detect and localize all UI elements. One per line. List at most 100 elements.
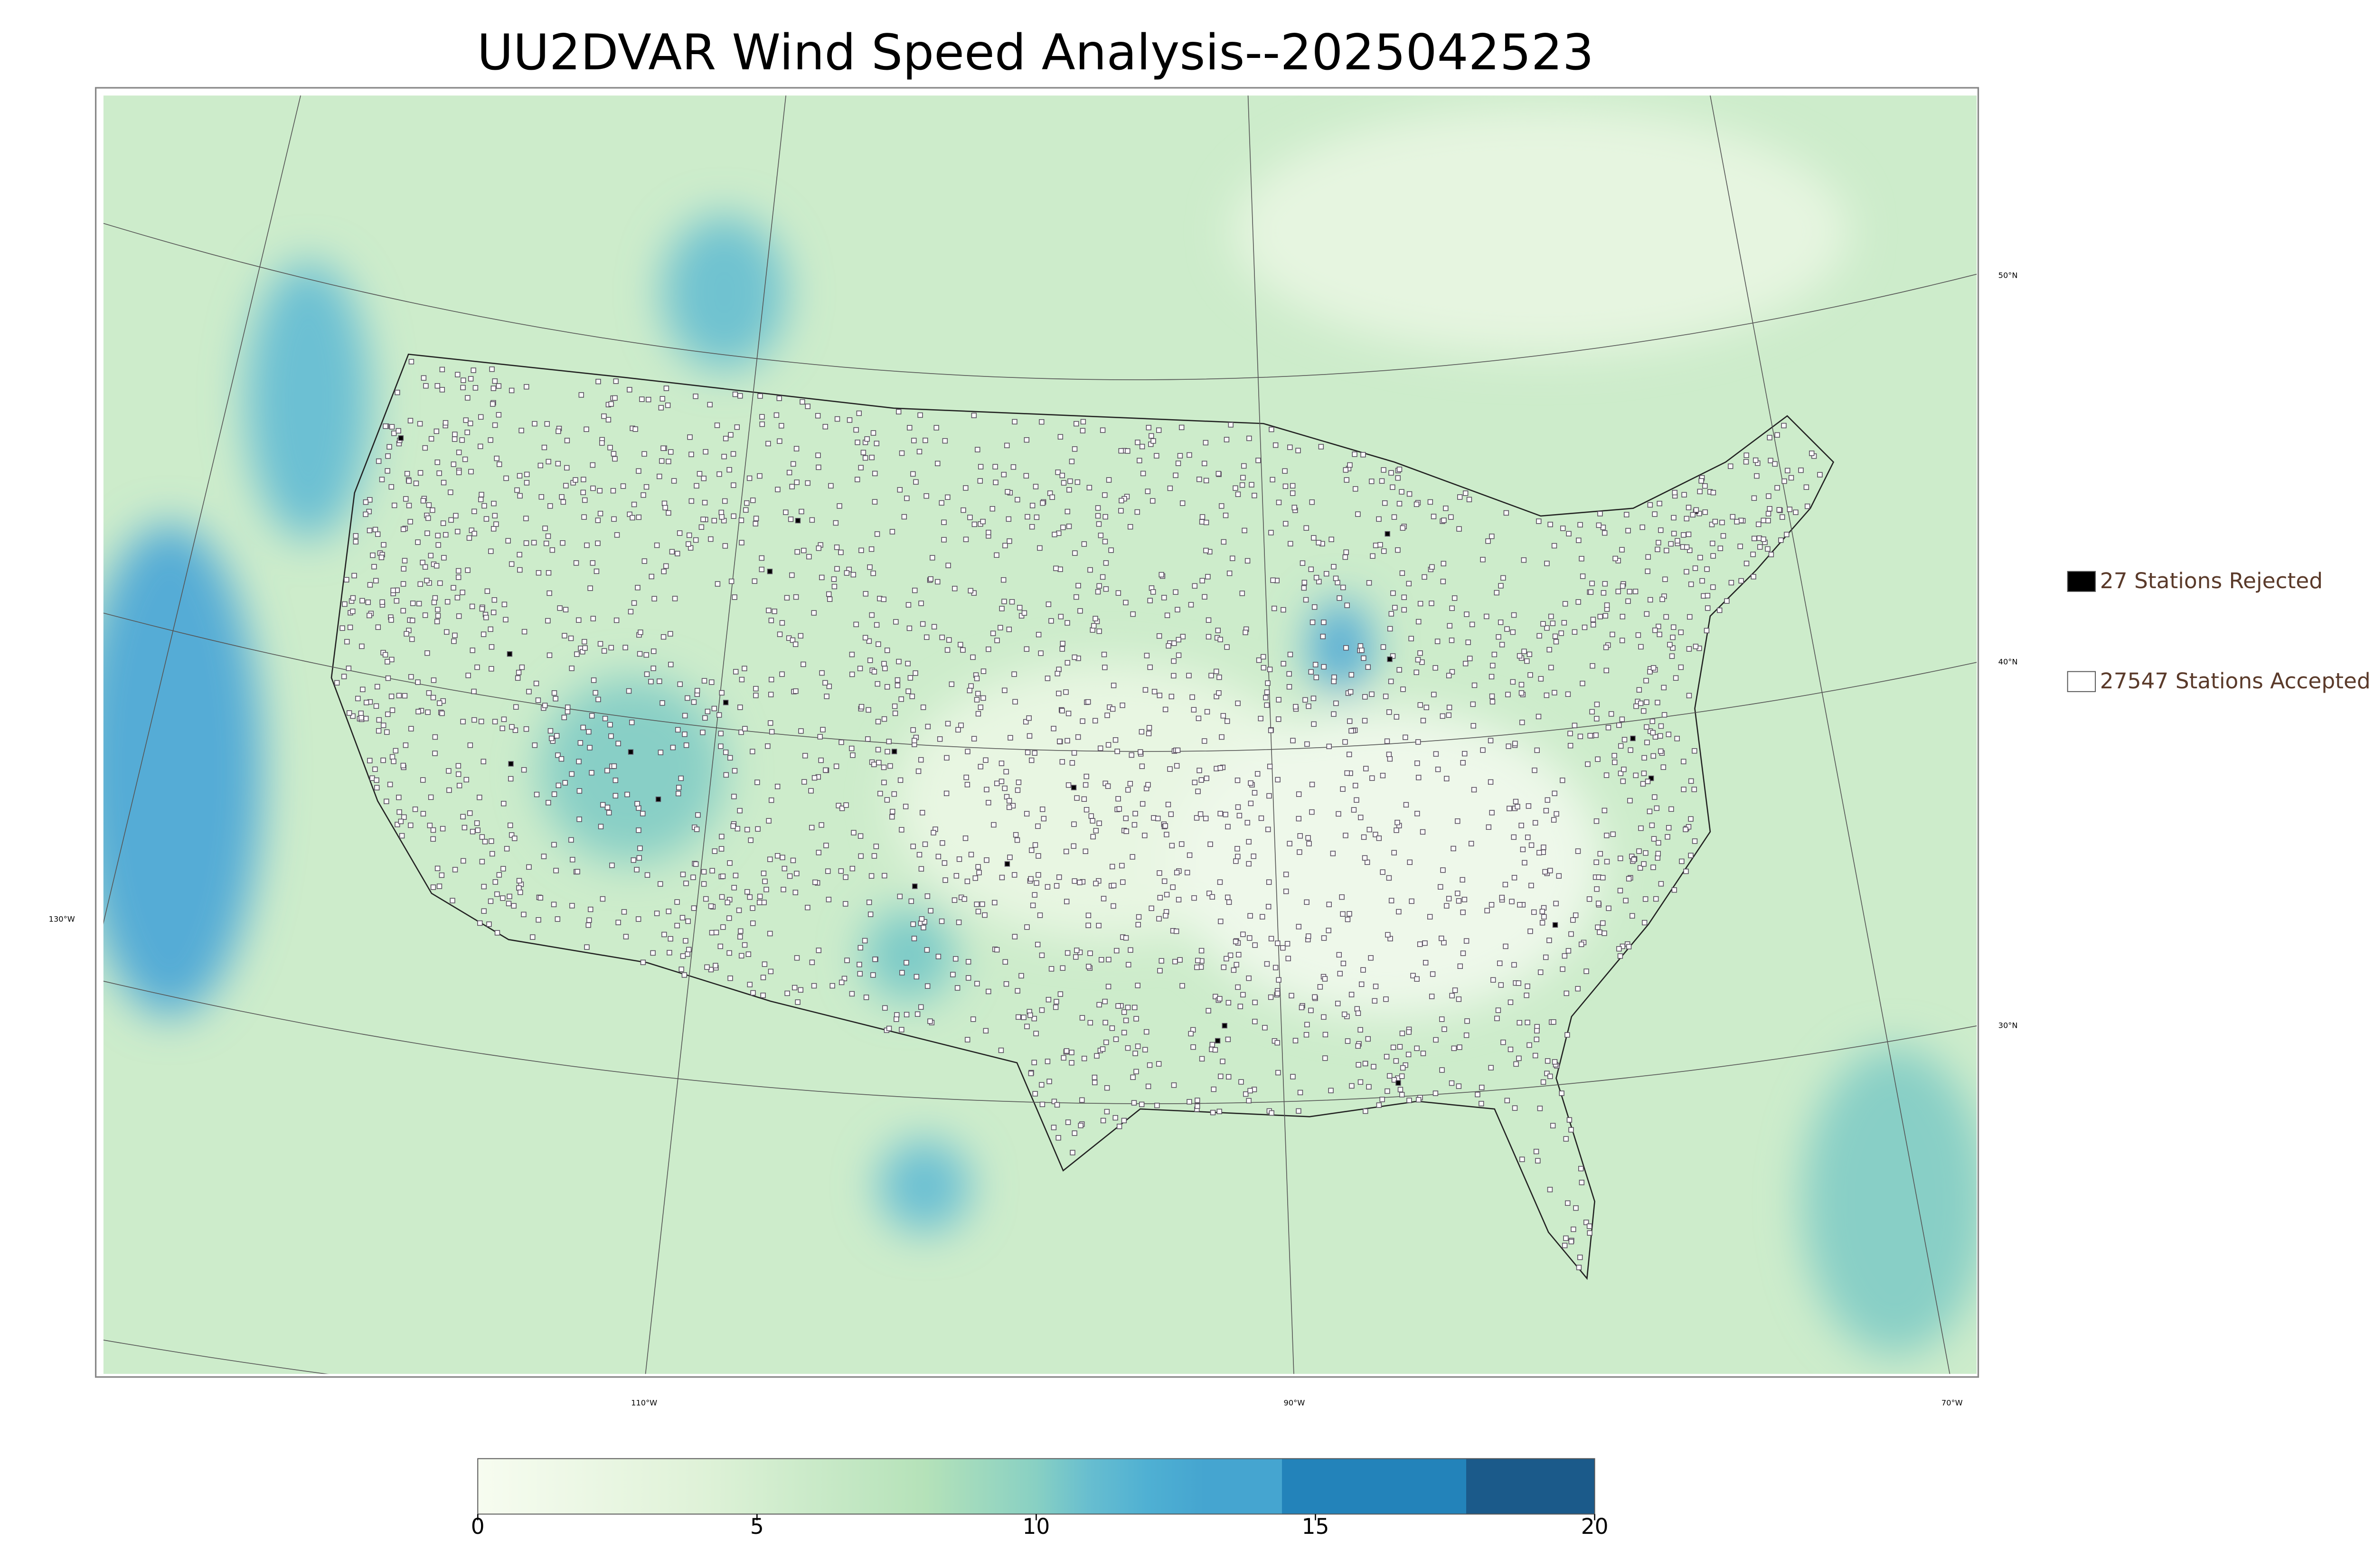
station xyxy=(465,395,471,401)
station xyxy=(1236,952,1242,958)
station xyxy=(1650,665,1657,671)
station xyxy=(1142,833,1148,838)
station xyxy=(1072,654,1077,660)
station xyxy=(1347,751,1352,757)
station xyxy=(1455,818,1460,824)
station xyxy=(742,666,747,671)
station xyxy=(1275,940,1281,946)
station xyxy=(667,950,672,956)
station xyxy=(731,794,737,799)
station xyxy=(1247,935,1253,941)
station xyxy=(693,537,699,543)
station xyxy=(829,983,835,989)
station xyxy=(703,896,709,902)
station xyxy=(1102,514,1108,520)
station xyxy=(381,542,386,548)
station xyxy=(1134,509,1140,515)
station xyxy=(508,761,514,767)
station xyxy=(680,953,686,959)
station xyxy=(479,606,485,612)
station xyxy=(1449,605,1455,611)
station xyxy=(501,601,508,607)
station xyxy=(481,503,487,509)
station xyxy=(1002,687,1008,693)
station xyxy=(665,402,671,408)
station xyxy=(826,897,832,902)
station xyxy=(1309,781,1315,788)
station xyxy=(1647,808,1653,814)
station xyxy=(1788,475,1794,481)
station xyxy=(1179,500,1186,506)
station xyxy=(547,728,554,734)
station xyxy=(1028,876,1034,882)
station xyxy=(800,399,805,405)
station xyxy=(1439,1067,1445,1073)
station xyxy=(598,824,604,829)
station xyxy=(590,560,595,566)
station xyxy=(1227,952,1234,958)
station xyxy=(479,719,484,724)
station xyxy=(1603,645,1609,650)
station xyxy=(719,690,725,696)
station xyxy=(731,885,737,891)
station xyxy=(1125,1005,1131,1010)
station xyxy=(731,513,736,519)
station xyxy=(456,613,462,619)
station xyxy=(1103,586,1109,592)
station xyxy=(1055,469,1061,475)
station xyxy=(460,385,466,391)
station xyxy=(833,763,839,769)
station xyxy=(906,625,913,631)
station xyxy=(620,483,626,489)
station xyxy=(1098,745,1103,751)
station xyxy=(1274,990,1281,996)
station xyxy=(1035,823,1041,829)
station xyxy=(1768,552,1774,557)
station xyxy=(677,530,683,536)
station xyxy=(1269,426,1274,432)
station xyxy=(1132,1005,1138,1010)
station xyxy=(1743,459,1749,465)
station xyxy=(1767,435,1772,441)
station xyxy=(870,972,876,978)
station xyxy=(1671,887,1677,893)
station xyxy=(907,675,914,681)
station xyxy=(903,804,909,809)
station xyxy=(1032,750,1037,756)
map-title: UU2DVAR Wind Speed Analysis--2025042523 xyxy=(477,24,1594,81)
station xyxy=(601,648,607,654)
station xyxy=(1242,527,1247,534)
station xyxy=(702,500,708,506)
station xyxy=(1345,1038,1351,1044)
station xyxy=(1469,841,1474,846)
station xyxy=(1191,895,1197,901)
station xyxy=(509,724,515,730)
station xyxy=(538,494,544,500)
station xyxy=(920,621,926,627)
station xyxy=(1400,1065,1406,1071)
station xyxy=(666,909,671,914)
station xyxy=(857,833,864,839)
station xyxy=(1433,751,1439,757)
station xyxy=(1065,711,1072,716)
station xyxy=(1161,595,1167,601)
station xyxy=(1710,541,1715,546)
station xyxy=(824,694,829,699)
station xyxy=(875,719,881,724)
station xyxy=(408,359,415,365)
station xyxy=(1719,519,1725,526)
station xyxy=(612,793,619,798)
station xyxy=(875,747,881,752)
station xyxy=(1416,1097,1422,1103)
station xyxy=(367,582,373,588)
station xyxy=(1024,811,1030,817)
station xyxy=(1503,510,1509,516)
station xyxy=(636,514,642,520)
station xyxy=(725,900,730,905)
station xyxy=(650,950,656,956)
station xyxy=(671,478,677,484)
station xyxy=(1409,898,1414,904)
station xyxy=(1331,564,1337,570)
station xyxy=(1304,741,1310,747)
station xyxy=(1203,547,1209,554)
